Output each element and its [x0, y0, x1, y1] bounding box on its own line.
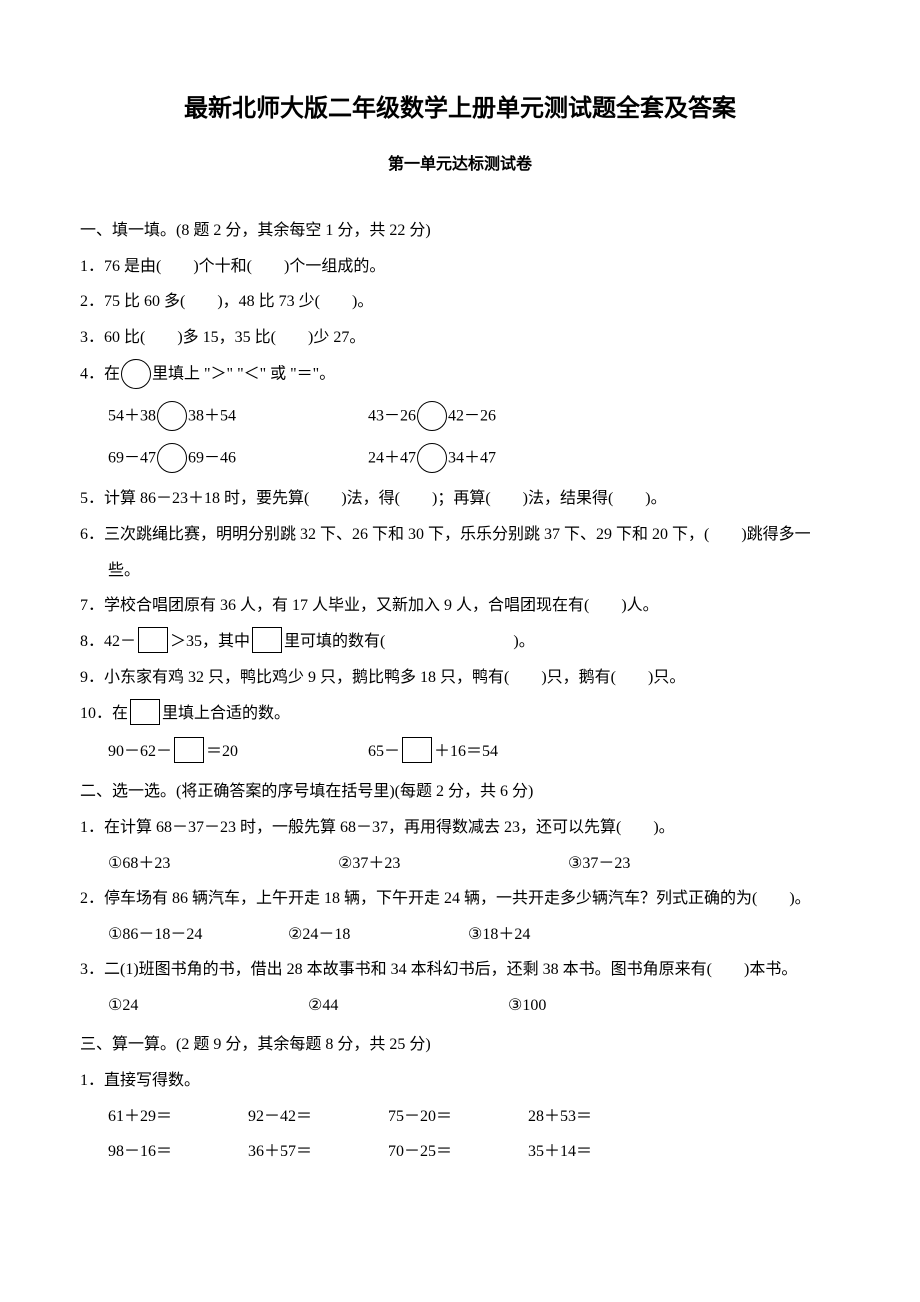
opt: ①68＋23	[108, 851, 338, 877]
doc-subtitle: 第一单元达标测试卷	[80, 152, 840, 178]
s2q2: 2．停车场有 86 辆汽车，上午开走 18 辆，下午开走 24 辆，一共开走多少…	[80, 886, 840, 912]
blank-circle	[417, 401, 447, 431]
q5: 5．计算 86－23＋18 时，要先算( )法，得( )；再算( )法，结果得(…	[80, 486, 840, 512]
blank-box	[252, 627, 282, 653]
q6: 6．三次跳绳比赛，明明分别跳 32 下、26 下和 30 下，乐乐分别跳 37 …	[80, 522, 840, 548]
q4-text-a: 4．在	[80, 366, 120, 383]
calc: 70－25＝	[388, 1139, 528, 1165]
expr: 43－26	[368, 408, 416, 425]
q9: 9．小东家有鸡 32 只，鸭比鸡少 9 只，鹅比鸭多 18 只，鸭有( )只，鹅…	[80, 665, 840, 691]
q7: 7．学校合唱团原有 36 人，有 17 人毕业，又新加入 9 人，合唱团现在有(…	[80, 593, 840, 619]
blank-circle	[417, 443, 447, 473]
q10-row: 90－62－ ＝20 65－ ＋16＝54	[108, 739, 840, 765]
expr: 34＋47	[448, 450, 496, 467]
q6-cont: 些。	[108, 558, 840, 584]
blank-box	[138, 627, 168, 653]
q3: 3．60 比( )多 15，35 比( )少 27。	[80, 325, 840, 351]
opt: ③100	[508, 993, 546, 1019]
q8-a: 8．42－	[80, 633, 136, 650]
blank-circle	[157, 401, 187, 431]
q10: 10．在 里填上合适的数。	[80, 701, 840, 727]
section-1-head: 一、填一填。(8 题 2 分，其余每空 1 分，共 22 分)	[80, 218, 840, 244]
s2q1-opts: ①68＋23 ②37＋23 ③37－23	[108, 851, 840, 877]
blank-circle	[121, 359, 151, 389]
opt: ②37＋23	[338, 851, 568, 877]
section-2-head: 二、选一选。(将正确答案的序号填在括号里)(每题 2 分，共 6 分)	[80, 779, 840, 805]
blank-circle	[157, 443, 187, 473]
expr: ＝20	[206, 743, 238, 760]
s2q3-opts: ①24 ②44 ③100	[108, 993, 840, 1019]
q8: 8．42－ ＞35，其中 里可填的数有( )。	[80, 629, 840, 655]
q2: 2．75 比 60 多( )，48 比 73 少( )。	[80, 289, 840, 315]
q4-text-b: 里填上 "＞" "＜" 或 "＝"。	[152, 366, 335, 383]
opt: ①86－18－24	[108, 922, 288, 948]
opt: ②24－18	[288, 922, 468, 948]
expr: 38＋54	[188, 408, 236, 425]
calc-row-1: 61＋29＝ 92－42＝ 75－20＝ 28＋53＝	[108, 1104, 840, 1130]
blank-box	[130, 699, 160, 725]
s2q2-opts: ①86－18－24 ②24－18 ③18＋24	[108, 922, 840, 948]
blank-box	[174, 737, 204, 763]
calc: 92－42＝	[248, 1104, 388, 1130]
calc: 35＋14＝	[528, 1139, 668, 1165]
expr: 54＋38	[108, 408, 156, 425]
opt: ②44	[308, 993, 508, 1019]
section-3-head: 三、算一算。(2 题 9 分，其余每题 8 分，共 25 分)	[80, 1032, 840, 1058]
calc: 28＋53＝	[528, 1104, 668, 1130]
opt: ①24	[108, 993, 308, 1019]
calc: 98－16＝	[108, 1139, 248, 1165]
s2q1: 1．在计算 68－37－23 时，一般先算 68－37，再用得数减去 23，还可…	[80, 815, 840, 841]
doc-title: 最新北师大版二年级数学上册单元测试题全套及答案	[80, 90, 840, 128]
expr: 90－62－	[108, 743, 172, 760]
blank-box	[402, 737, 432, 763]
calc: 36＋57＝	[248, 1139, 388, 1165]
expr: 69－47	[108, 450, 156, 467]
expr: 69－46	[188, 450, 236, 467]
q1: 1．76 是由( )个十和( )个一组成的。	[80, 254, 840, 280]
s2q3: 3．二(1)班图书角的书，借出 28 本故事书和 34 本科幻书后，还剩 38 …	[80, 957, 840, 983]
opt: ③18＋24	[468, 922, 530, 948]
s3q1: 1．直接写得数。	[80, 1068, 840, 1094]
q8-c: 里可填的数有( )。	[284, 633, 535, 650]
q4: 4．在 里填上 "＞" "＜" 或 "＝"。	[80, 360, 840, 390]
expr: 42－26	[448, 408, 496, 425]
expr: 24＋47	[368, 450, 416, 467]
opt: ③37－23	[568, 851, 630, 877]
q4-row2: 69－47 69－46 24＋47 34＋47	[108, 444, 840, 474]
calc: 75－20＝	[388, 1104, 528, 1130]
q10-b: 里填上合适的数。	[162, 705, 290, 722]
q4-row1: 54＋38 38＋54 43－26 42－26	[108, 402, 840, 432]
q10-a: 10．在	[80, 705, 128, 722]
calc-row-2: 98－16＝ 36＋57＝ 70－25＝ 35＋14＝	[108, 1139, 840, 1165]
q8-b: ＞35，其中	[170, 633, 250, 650]
expr: 65－	[368, 743, 400, 760]
expr: ＋16＝54	[434, 743, 498, 760]
calc: 61＋29＝	[108, 1104, 248, 1130]
